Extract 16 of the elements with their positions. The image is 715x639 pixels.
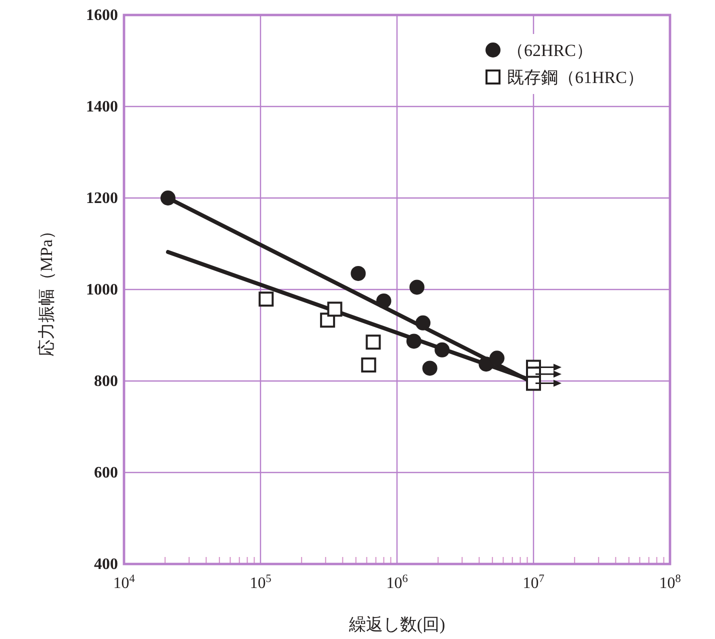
legend-label: （62HRC）: [507, 41, 593, 60]
x-tick-label: 10$^{5}$: [250, 573, 272, 592]
y-tick-label: 1200: [86, 190, 118, 207]
y-tick-label: 400: [94, 556, 118, 573]
y-tick-label: 600: [94, 464, 118, 482]
y-axis-title: 応力振幅（MPa）: [37, 222, 56, 357]
legend-label: 既存鋼（61HRC）: [507, 68, 644, 87]
x-axis-title: 繰返し数(回): [348, 615, 446, 634]
x-tick-label: 10$^{4}$: [113, 573, 136, 592]
y-tick-label: 1000: [86, 282, 118, 298]
y-tick-label: 1400: [86, 98, 118, 116]
y-tick-label: 800: [94, 373, 118, 390]
x-tick-label: 10$^{8}$: [659, 573, 682, 592]
x-tick-label: 10$^{6}$: [386, 573, 408, 592]
y-tick-label: 1600: [86, 7, 118, 24]
x-tick-label: 10$^{7}$: [522, 573, 545, 592]
